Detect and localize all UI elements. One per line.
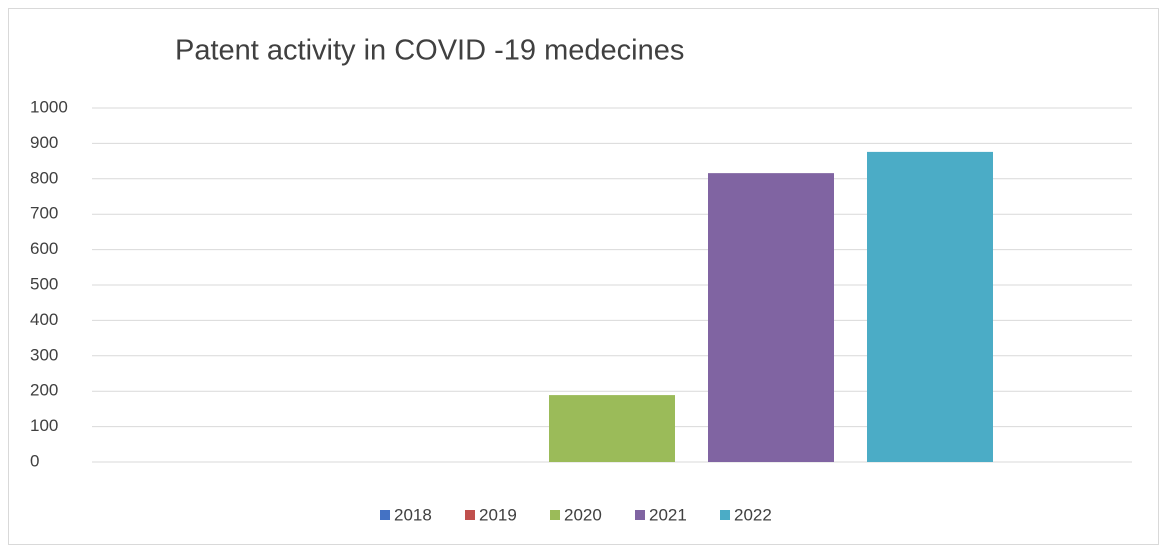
legend-label: 2021 [649,505,687,524]
y-tick-label: 300 [30,345,58,364]
legend-swatch [380,510,390,520]
legend-label: 2018 [394,505,432,524]
legend-swatch [720,510,730,520]
bar [549,395,675,462]
y-tick-label: 600 [30,239,58,258]
y-tick-label: 0 [30,451,39,470]
legend-label: 2022 [734,505,772,524]
y-tick-label: 700 [30,204,58,223]
y-tick-label: 500 [30,274,58,293]
bar [708,173,834,463]
y-tick-label: 1000 [30,97,68,116]
y-tick-label: 100 [30,416,58,435]
legend-swatch [635,510,645,520]
y-tick-label: 200 [30,381,58,400]
legend-label: 2019 [479,505,517,524]
legend-swatch [550,510,560,520]
legend-swatch [465,510,475,520]
legend-label: 2020 [564,505,602,524]
y-tick-label: 900 [30,133,58,152]
y-tick-label: 800 [30,168,58,187]
bar [867,151,993,462]
y-tick-label: 400 [30,310,58,329]
chart-title: Patent activity in COVID -19 medecines [175,35,684,67]
